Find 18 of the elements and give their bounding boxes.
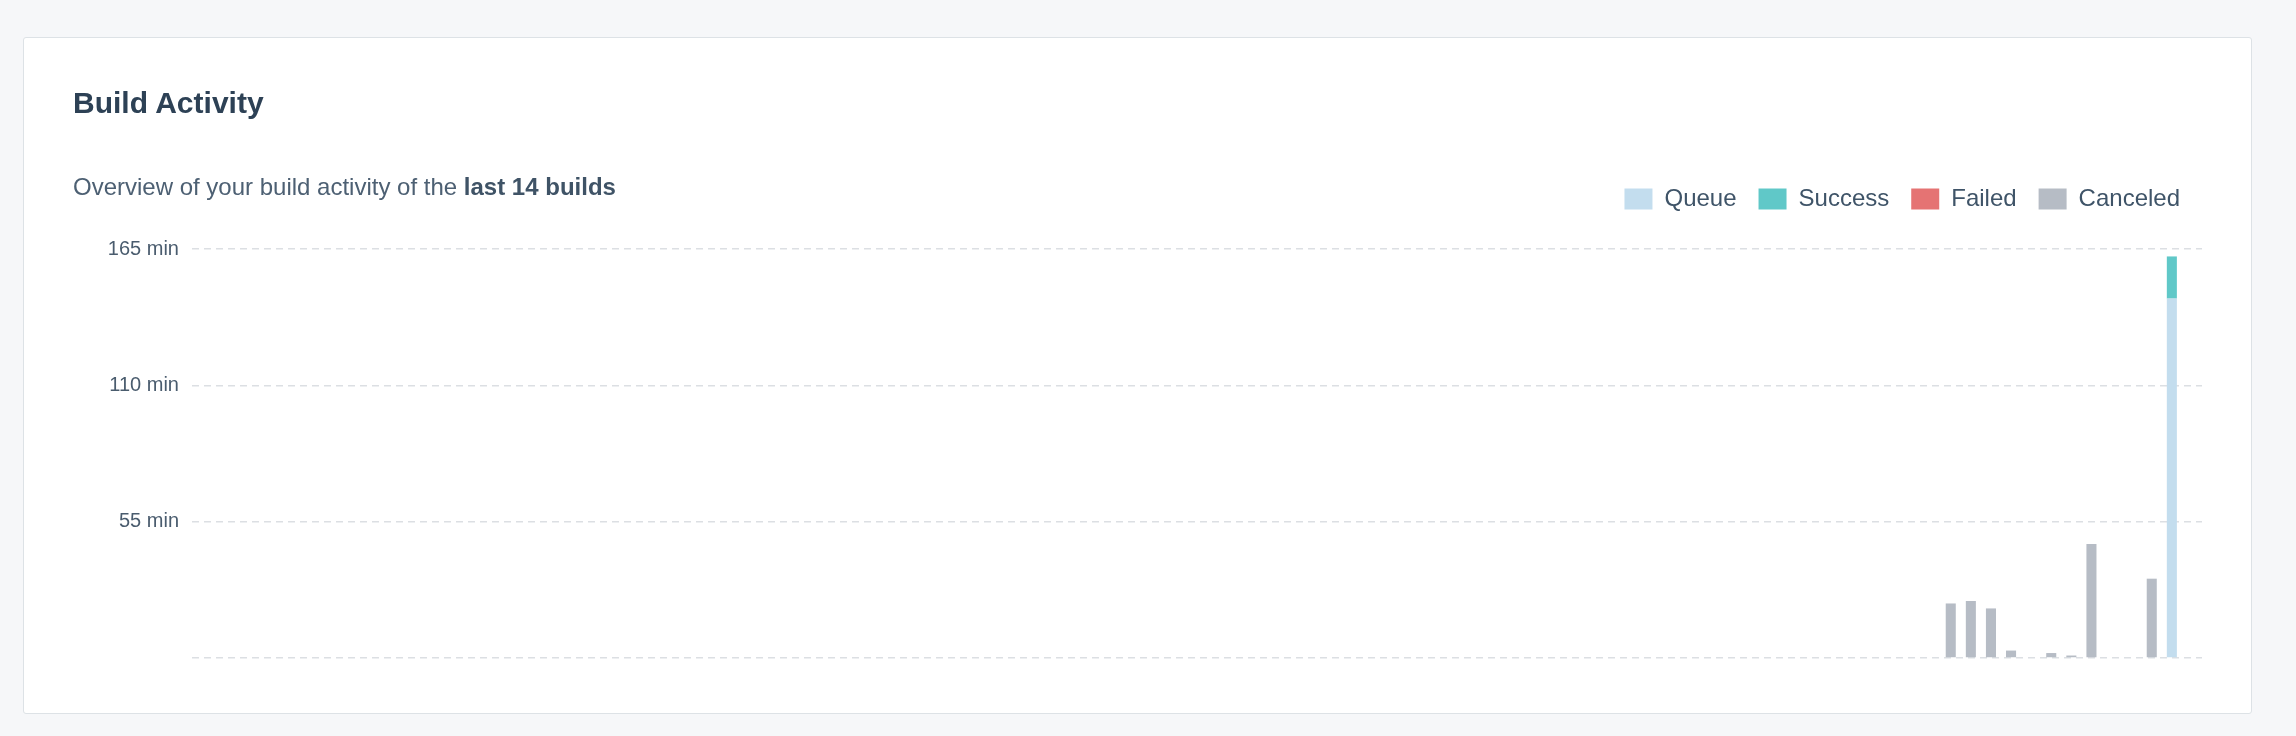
legend-label: Failed: [1951, 183, 2017, 211]
y-tick-label: 110 min: [109, 372, 179, 395]
bar: [1965, 600, 1976, 658]
y-tick-label: 55 min: [118, 509, 179, 532]
chart-subtitle: Overview of your build activity of the last 14 builds: [73, 172, 616, 202]
bar: [1985, 608, 1996, 658]
legend-label: Queue: [1664, 183, 1737, 211]
bar: [2146, 578, 2157, 658]
legend-label: Success: [1798, 183, 1890, 211]
bar: [2046, 653, 2057, 658]
bar: [2166, 256, 2177, 299]
bar: [2006, 650, 2017, 658]
bar: [2166, 298, 2177, 658]
bar: [2086, 543, 2097, 658]
chart-title: Build Activity: [73, 85, 264, 121]
legend-label: Canceled: [2078, 183, 2180, 211]
bar: [1945, 603, 1956, 658]
y-tick-label: 165 min: [107, 236, 179, 259]
